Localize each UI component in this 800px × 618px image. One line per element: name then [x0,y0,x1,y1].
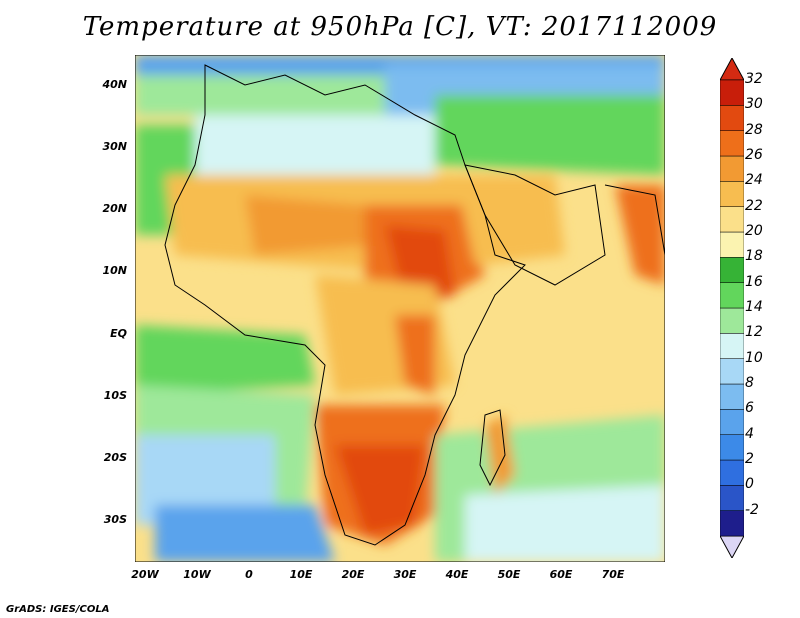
lon-label-70e: 70E [601,568,625,581]
lon-label-20e: 20E [341,568,365,581]
colorbar-segment [720,231,744,258]
colorbar [720,58,744,558]
temperature-field [135,55,665,562]
colorbar-tick-label: 22 [745,197,763,214]
lat-label-eq: EQ [110,327,127,340]
colorbar-tick-label: 10 [745,349,763,366]
credit-text: GrADS: IGES/COLA [6,604,110,615]
lon-label-50e: 50E [497,568,521,581]
colorbar-segment [720,105,744,131]
colorbar-tick-label: 30 [745,96,763,113]
lon-label-40e: 40E [445,568,469,581]
colorbar-segment [720,155,744,182]
colorbar-tick-label: 6 [745,400,754,417]
colorbar-tick-label: 32 [745,71,763,87]
colorbar-segment [720,333,744,359]
lat-label-10s: 10S [103,389,127,402]
lat-label-20s: 20S [103,451,127,464]
colorbar-segment [720,383,744,410]
colorbar-tick-label: 28 [745,121,763,138]
colorbar-segment [720,459,744,486]
lon-label-20w: 20W [131,568,159,581]
lat-label-20n: 20N [102,202,127,215]
lon-label-30e: 30E [393,568,417,581]
colorbar-segment [720,485,744,511]
colorbar-segment [720,79,744,106]
colorbar-tick-label: 26 [745,147,763,163]
colorbar-segment [720,510,744,537]
lat-label-30s: 30S [103,513,127,526]
colorbar-tick-label: 12 [745,324,763,341]
colorbar-tick-label: -2 [745,501,759,518]
colorbar-tick-label: 16 [745,273,763,290]
lon-label-60e: 60E [549,568,573,581]
colorbar-tick-label: 14 [745,299,763,315]
colorbar-segment [720,257,744,283]
colorbar-segment [720,409,744,435]
colorbar-tick-label: 0 [745,476,754,493]
colorbar-tick-label: 18 [745,248,763,265]
colorbar-segment [720,307,744,334]
colorbar-tick-label: 20 [745,223,763,239]
colorbar-tick-label: 8 [745,375,754,391]
lon-label-10e: 10E [289,568,313,581]
lon-label-10w: 10W [183,568,211,581]
temperature-map [135,55,665,562]
colorbar-over-triangle [720,58,744,81]
lat-label-30n: 30N [102,140,127,153]
colorbar-segment [720,130,744,157]
colorbar-tick-label: 4 [745,425,754,442]
coastlines [164,64,665,546]
colorbar-segment [720,181,744,207]
lon-label-0: 0 [245,568,253,581]
colorbar-segment [720,358,744,385]
map-title: Temperature at 950hPa [C], VT: 201711200… [82,12,718,42]
colorbar-segment [720,434,744,461]
lat-label-10n: 10N [102,264,127,277]
colorbar-segment [720,206,744,233]
lat-label-40n: 40N [102,78,127,91]
colorbar-tick-label: 24 [745,172,763,189]
colorbar-tick-label: 2 [745,451,754,467]
colorbar-segment [720,282,744,309]
colorbar-under-triangle [720,535,744,558]
